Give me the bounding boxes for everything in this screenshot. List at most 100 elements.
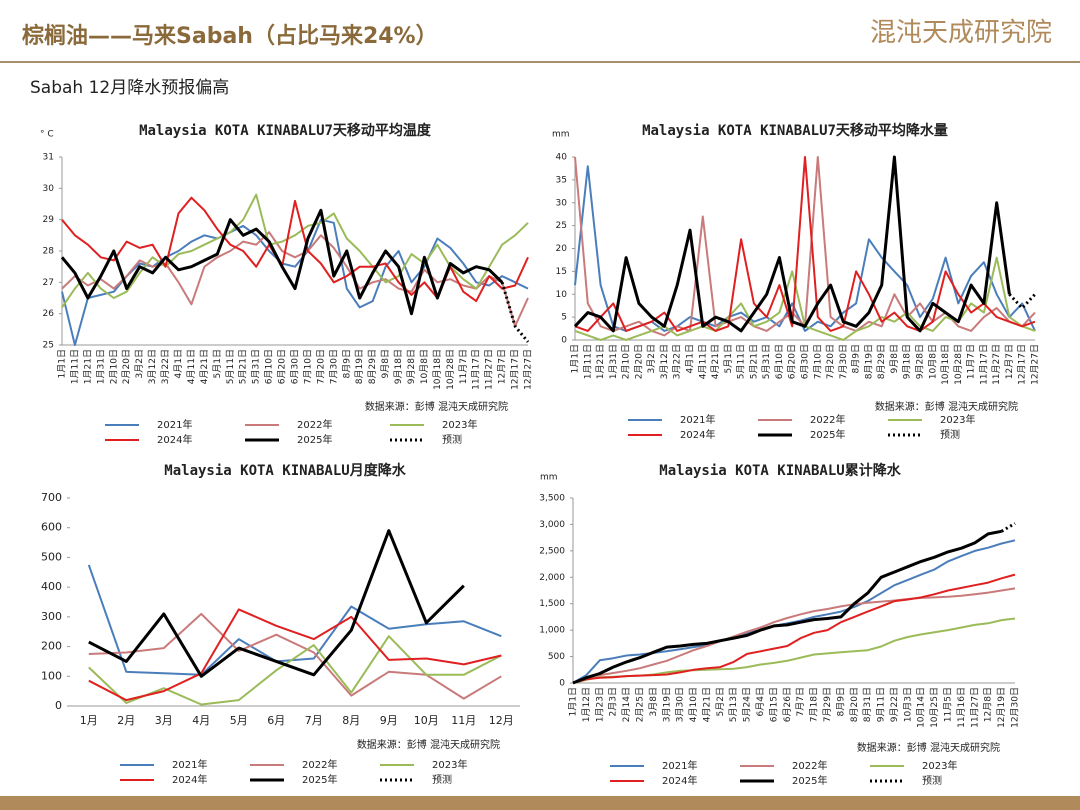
x-tick-label: 2月3日 — [608, 687, 619, 716]
series-line — [87, 564, 502, 676]
x-tick-label: 4月1日 — [685, 344, 696, 373]
legend-label: 2021年 — [172, 758, 207, 771]
x-tick-label: 1月21日 — [595, 344, 606, 379]
series-line — [572, 529, 1002, 685]
x-tick-label: 10月8日 — [927, 344, 938, 379]
legend-label: 2024年 — [172, 773, 207, 786]
y-tick-label: 200 — [41, 640, 62, 653]
legend-label: 2023年 — [442, 418, 477, 431]
x-tick-label: 6月 — [267, 714, 285, 727]
y-tick-label: 30 — [556, 198, 568, 208]
x-tick-label: 10月3日 — [902, 687, 913, 722]
y-tick-label: 27 — [43, 278, 54, 288]
legend-label: 2023年 — [432, 758, 467, 771]
x-tick-label: 5月21日 — [238, 349, 249, 384]
x-tick-label: 8月19日 — [863, 344, 874, 379]
legend-label: 预测 — [940, 428, 960, 441]
y-unit: mm — [540, 473, 558, 483]
x-tick-label: 10月 — [414, 714, 439, 727]
legend-label: 预测 — [442, 433, 462, 446]
x-tick-label: 5月31日 — [761, 344, 772, 379]
x-tick-label: 9月11日 — [876, 687, 887, 722]
x-tick-label: 11月27日 — [484, 349, 495, 390]
series-line — [572, 539, 1016, 684]
x-tick-label: 8月31日 — [862, 687, 873, 722]
y-tick-label: 700 — [41, 491, 62, 504]
x-tick-label: 1月23日 — [594, 687, 605, 722]
x-tick-label: 10月28日 — [445, 349, 456, 390]
y-tick-label: 400 — [41, 580, 62, 593]
logo: 混沌天成研究院 — [870, 18, 1052, 48]
x-tick-label: 7月30日 — [838, 344, 849, 379]
legend-label: 预测 — [922, 774, 942, 787]
y-tick-label: 26 — [43, 309, 55, 319]
x-tick-label: 2月10日 — [108, 349, 119, 384]
y-tick-label: 25 — [556, 221, 567, 231]
x-tick-label: 5月1日 — [212, 349, 223, 378]
y-tick-label: 1,000 — [539, 626, 565, 636]
x-tick-label: 4月21日 — [701, 687, 712, 722]
x-tick-label: 11月5日 — [943, 687, 954, 722]
y-tick-label: 31 — [43, 153, 54, 163]
x-tick-label: 7月18日 — [809, 687, 820, 722]
x-tick-label: 11月7日 — [966, 344, 977, 379]
x-tick-label: 9月8日 — [889, 344, 900, 373]
legend-label: 预测 — [432, 773, 452, 786]
legend-label: 2024年 — [157, 433, 192, 446]
x-tick-label: 8月29日 — [876, 344, 887, 379]
footer-band — [0, 796, 1080, 810]
x-tick-label: 1月31日 — [608, 344, 619, 379]
legend-label: 2022年 — [302, 758, 337, 771]
legend-label: 2024年 — [662, 774, 697, 787]
chart-title: Malaysia KOTA KINABALU累计降水 — [659, 462, 901, 479]
x-tick-label: 3月2日 — [134, 349, 145, 378]
subtitle: Sabah 12月降水预报偏高 — [30, 78, 229, 98]
series-line — [573, 155, 1011, 333]
x-tick-label: 12月27日 — [1030, 344, 1041, 385]
x-tick-label: 8月9日 — [835, 687, 846, 716]
x-tick-label: 3月2日 — [646, 344, 657, 373]
x-tick-label: 11月16日 — [956, 687, 967, 728]
legend-label: 2021年 — [662, 759, 697, 772]
y-tick-label: 10 — [556, 290, 568, 300]
chart-title: Malaysia KOTA KINABALU月度降水 — [164, 462, 406, 479]
series-line — [572, 587, 1016, 684]
series-line — [1000, 522, 1016, 533]
y-tick-label: 30 — [43, 184, 55, 194]
x-tick-label: 3月22日 — [160, 349, 171, 384]
legend-label: 2021年 — [680, 413, 715, 426]
source-note: 数据来源：彭博 混沌天成研究院 — [857, 741, 1000, 754]
y-tick-label: 29 — [43, 215, 55, 225]
series-line — [500, 281, 530, 343]
chart-title: Malaysia KOTA KINABALU7天移动平均温度 — [139, 122, 432, 139]
x-tick-label: 11月 — [451, 714, 476, 727]
x-tick-label: 11月27日 — [991, 344, 1002, 385]
x-tick-label: 1月1日 — [57, 349, 68, 378]
y-tick-label: 0 — [55, 699, 62, 712]
x-tick-label: 3月19日 — [661, 687, 672, 722]
x-tick-label: 12月7日 — [497, 349, 508, 384]
x-tick-label: 9月18日 — [393, 349, 404, 384]
x-tick-label: 11月27日 — [969, 687, 980, 728]
x-tick-label: 8月20日 — [849, 687, 860, 722]
x-tick-label: 8月 — [342, 714, 360, 727]
x-tick-label: 5月2日 — [715, 687, 726, 716]
x-tick-label: 12月 — [489, 714, 514, 727]
legend-label: 2025年 — [792, 774, 827, 787]
x-tick-label: 2月25日 — [634, 687, 645, 722]
x-tick-label: 10月25日 — [929, 687, 940, 728]
x-tick-label: 11月7日 — [458, 349, 469, 384]
x-tick-label: 2月14日 — [621, 687, 632, 722]
series-line — [61, 231, 529, 328]
y-tick-label: 28 — [43, 247, 55, 257]
y-tick-label: 2,500 — [539, 546, 565, 556]
x-tick-label: 8月9日 — [851, 344, 862, 373]
x-tick-label: 4月11日 — [186, 349, 197, 384]
legend-label: 2024年 — [680, 428, 715, 441]
x-tick-label: 10月28日 — [953, 344, 964, 385]
x-tick-label: 12月7日 — [1004, 344, 1015, 379]
legend-label: 2023年 — [940, 413, 975, 426]
slide-title: 棕榈油——马来Sabah（占比马来24%） — [22, 23, 438, 49]
